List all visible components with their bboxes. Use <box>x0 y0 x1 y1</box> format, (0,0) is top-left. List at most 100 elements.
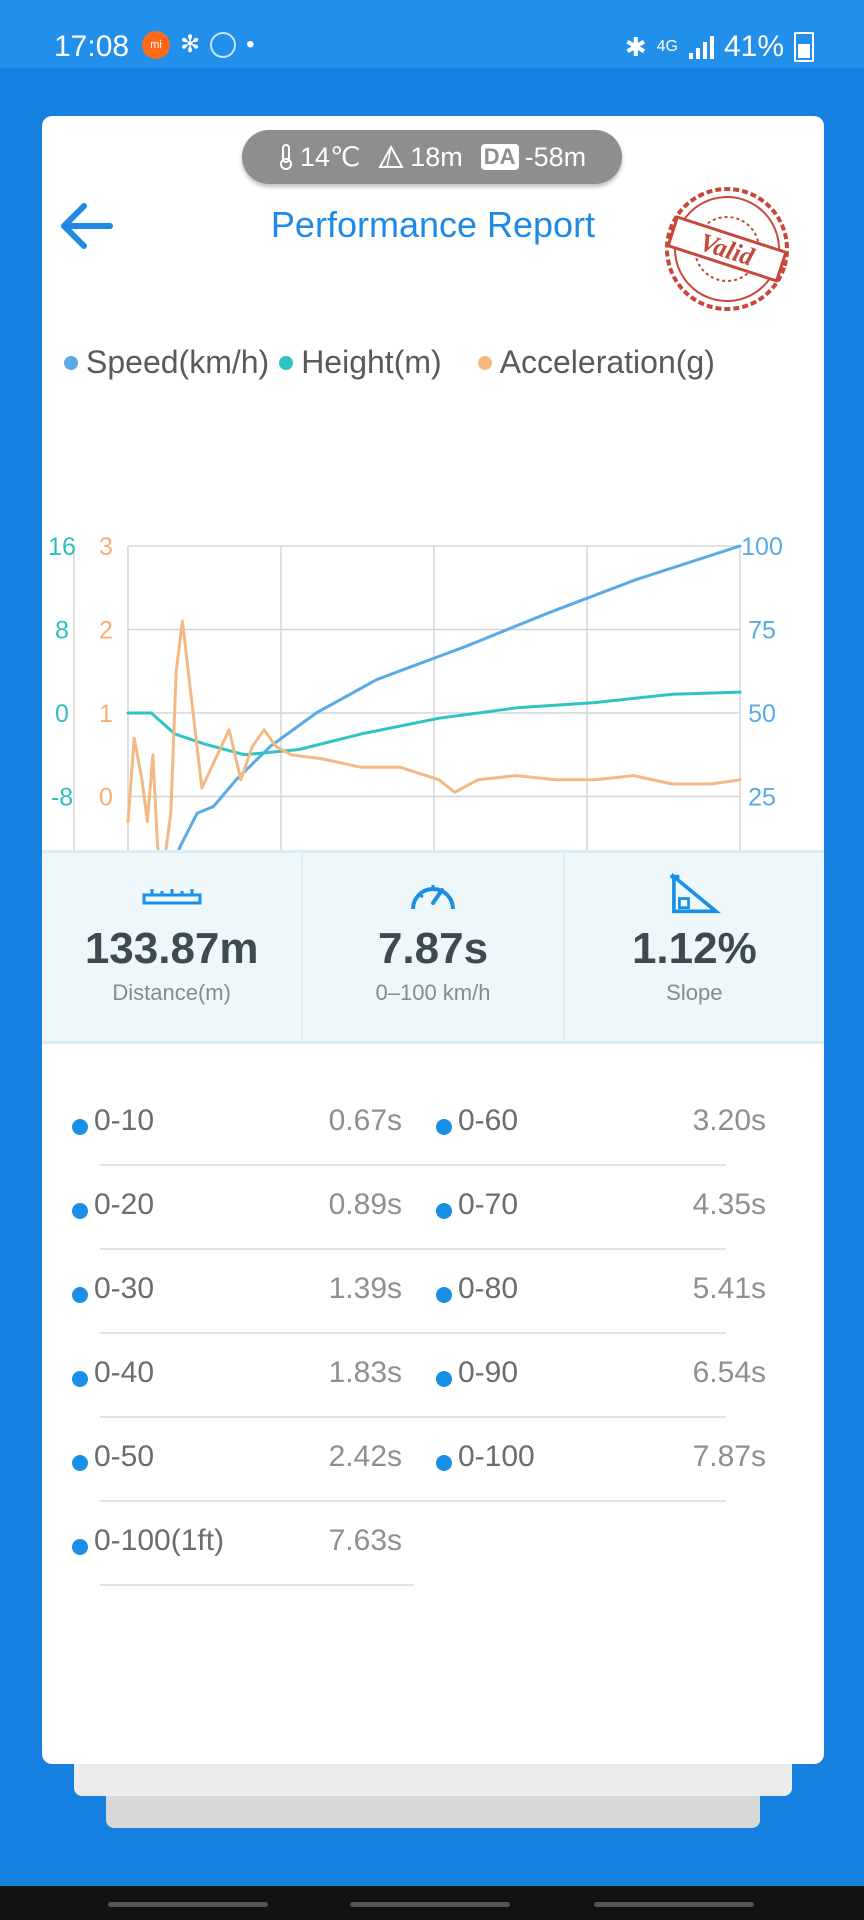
split-time: 6.54s <box>692 1356 766 1389</box>
split-divider <box>100 1164 414 1166</box>
nav-home[interactable] <box>350 1902 510 1907</box>
distance-value: 133.87m <box>84 924 259 973</box>
slope-value: 1.12% <box>631 924 757 973</box>
legend-acceleration-label: Acceleration(g) <box>499 344 715 380</box>
dot-icon: • <box>246 30 255 58</box>
mountain-icon <box>378 145 404 168</box>
da-badge: DA <box>480 144 519 170</box>
split-item: 0-30 1.39s <box>42 1250 414 1334</box>
split-divider <box>378 1164 726 1166</box>
split-dot <box>436 1203 452 1219</box>
split-dot <box>436 1287 452 1303</box>
network-type: 4G <box>656 38 678 55</box>
speed-tick-label: 50 <box>748 700 776 728</box>
time-value: 7.87s <box>377 924 489 973</box>
split-dot <box>436 1119 452 1135</box>
split-time: 7.87s <box>692 1440 766 1473</box>
acceleration-tick-label: 1 <box>99 700 113 728</box>
status-bar: 17:08 mi ✻ • ✱ 4G 41% <box>0 0 864 68</box>
signal-icon <box>688 36 714 59</box>
card-stack-shadow-2 <box>106 1790 760 1828</box>
split-label: 0-90 <box>458 1356 519 1389</box>
split-divider <box>378 1416 726 1418</box>
split-label: 0-80 <box>458 1272 519 1305</box>
distance-stat: 133.87m Distance(m) <box>42 853 301 1041</box>
system-status: ✱ 4G 41% <box>625 30 814 64</box>
legend-height: Height(m) <box>279 344 442 381</box>
slope-icon <box>670 872 722 914</box>
elevation-item: 18m <box>378 142 463 173</box>
acceleration-tick-label: 0 <box>99 784 113 812</box>
elevation-value: 18m <box>410 141 463 172</box>
split-divider <box>378 1248 726 1250</box>
split-item: 0-50 2.42s <box>42 1418 414 1502</box>
split-dot <box>72 1539 88 1555</box>
navigation-bar <box>0 1886 864 1920</box>
status-time: 17:08 <box>54 30 130 63</box>
split-divider <box>100 1584 414 1586</box>
temperature-value: 14℃ <box>299 141 361 172</box>
mi-app-icon: mi <box>142 30 170 59</box>
legend-speed-dot <box>64 355 78 370</box>
split-divider <box>100 1500 414 1502</box>
nav-back[interactable] <box>594 1902 754 1907</box>
split-item: 0-100 7.87s <box>378 1418 766 1502</box>
split-label: 0-50 <box>94 1440 155 1473</box>
ruler-icon <box>142 889 202 905</box>
speed-tick-label: 100 <box>741 533 783 561</box>
thermometer-icon <box>279 144 292 170</box>
stats-panel: 133.87m Distance(m) 7.87s 0–100 km/h 1.1… <box>42 850 824 1044</box>
valid-stamp: Valid <box>665 187 789 311</box>
split-dot <box>72 1287 88 1303</box>
bluetooth-icon: ✱ <box>624 31 647 62</box>
notification-icons: mi ✻ • <box>142 30 255 59</box>
slope-stat: 1.12% Slope <box>562 853 824 1041</box>
height-tick-label: 8 <box>55 617 69 645</box>
split-divider <box>100 1332 414 1334</box>
split-dot <box>72 1119 88 1135</box>
legend-acceleration: Acceleration(g) <box>477 344 715 381</box>
split-dot <box>436 1371 452 1387</box>
split-time: 4.35s <box>692 1188 766 1221</box>
split-divider <box>378 1500 726 1502</box>
time-label: 0–100 km/h <box>375 980 491 1005</box>
density-altitude-item: DA -58m <box>480 142 586 173</box>
split-time: 1.39s <box>328 1272 402 1305</box>
split-time: 2.42s <box>328 1440 402 1473</box>
chart-legend: Speed(km/h) Height(m) Acceleration(g) <box>64 344 725 381</box>
split-divider <box>378 1332 726 1334</box>
battery-percent: 41% <box>723 30 784 63</box>
back-arrow-icon[interactable] <box>56 196 116 256</box>
card-stack-shadow-1 <box>74 1762 792 1796</box>
split-item: 0-40 1.83s <box>42 1334 414 1418</box>
split-divider <box>100 1416 414 1418</box>
split-label: 0-100(1ft) <box>94 1524 225 1557</box>
split-label: 0-70 <box>458 1188 519 1221</box>
split-time: 1.83s <box>328 1356 402 1389</box>
split-item: 0-70 4.35s <box>378 1166 766 1250</box>
battery-icon <box>794 32 814 62</box>
height-tick-label: -8 <box>51 784 73 812</box>
split-label: 0-20 <box>94 1188 155 1221</box>
speed-tick-label: 75 <box>748 617 776 645</box>
split-dot <box>436 1455 452 1471</box>
time-stat: 7.87s 0–100 km/h <box>301 853 562 1041</box>
speedometer-icon <box>410 885 455 910</box>
split-dot <box>72 1455 88 1471</box>
split-label: 0-30 <box>94 1272 155 1305</box>
acceleration-tick-label: 3 <box>99 533 113 561</box>
slope-label: Slope <box>666 980 723 1005</box>
performance-report-card: 14℃ 18m DA -58m Performance Report Valid <box>42 116 824 1764</box>
split-time: 0.89s <box>328 1188 402 1221</box>
split-item: 0-100(1ft) 7.63s <box>42 1502 414 1586</box>
split-time: 3.20s <box>692 1104 766 1137</box>
nav-recents[interactable] <box>108 1902 268 1907</box>
distance-label: Distance(m) <box>112 980 231 1005</box>
split-item: 0-60 3.20s <box>378 1082 766 1166</box>
legend-speed-label: Speed(km/h) <box>86 344 270 380</box>
height-series-line <box>126 690 742 757</box>
legend-height-label: Height(m) <box>301 344 442 380</box>
split-item: 0-80 5.41s <box>378 1250 766 1334</box>
environment-pill: 14℃ 18m DA -58m <box>242 130 622 184</box>
